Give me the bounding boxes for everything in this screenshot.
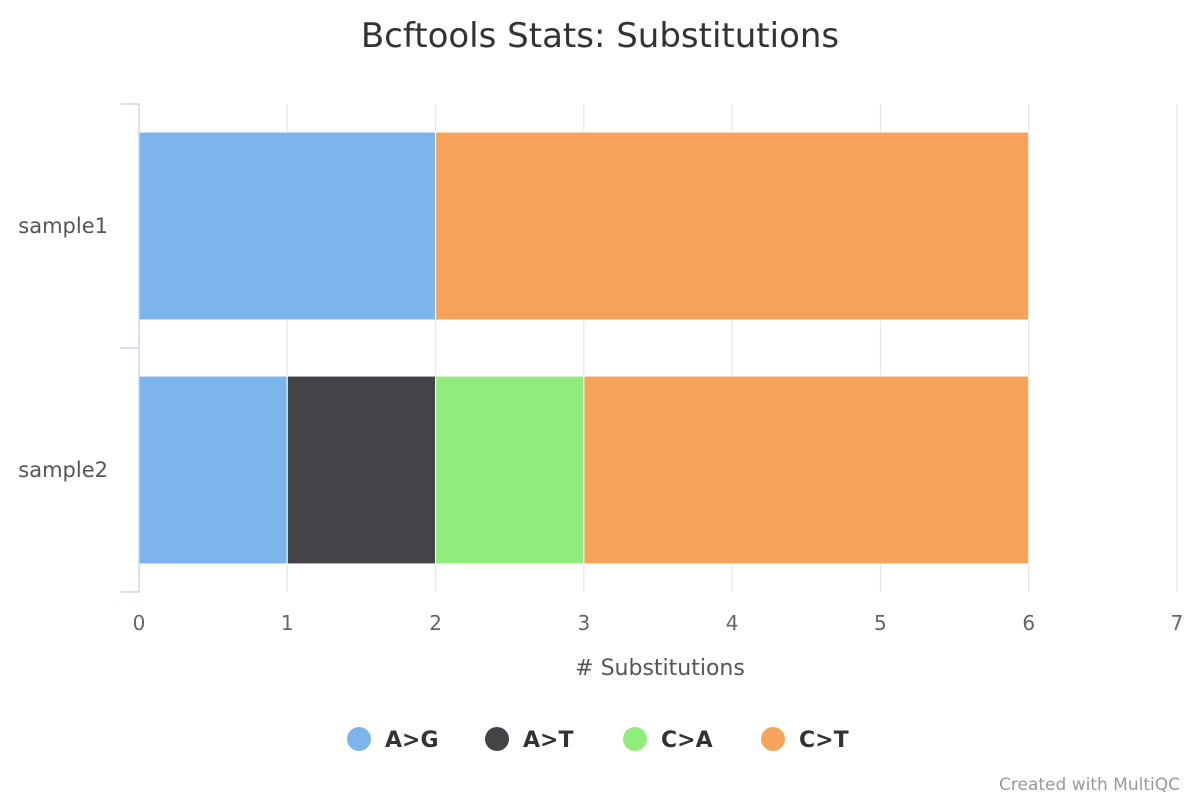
x-axis-title: # Substitutions [575, 656, 745, 681]
bar-segment-sample2-AtoT[interactable] [286, 375, 437, 565]
x-tick-label: 5 [874, 611, 887, 635]
bar-segment-sample1-AtoG[interactable] [138, 131, 437, 321]
x-tick-label: 1 [281, 611, 294, 635]
credit-text[interactable]: Created with MultiQC [999, 775, 1180, 795]
x-tick-label: 6 [1022, 611, 1035, 635]
legend-marker [347, 727, 371, 751]
x-tick-label: 2 [429, 611, 442, 635]
legend-marker [623, 727, 647, 751]
legend-item-AtoG[interactable]: A>G [347, 727, 439, 753]
legend-label: C>T [799, 728, 849, 753]
bars [138, 131, 1030, 565]
bar-segment-sample2-AtoG[interactable] [138, 375, 288, 565]
x-tick-label: 7 [1171, 611, 1184, 635]
legend: A>G A>T C>A C>T [347, 727, 849, 753]
chart-title: Bcftools Stats: Substitutions [361, 16, 839, 56]
legend-item-AtoT[interactable]: A>T [485, 727, 573, 753]
legend-item-CtoA[interactable]: C>A [623, 727, 713, 753]
legend-marker [761, 727, 785, 751]
axes: 0 1 2 3 4 5 6 7 sample1 sample2 [18, 103, 1184, 635]
bar-segment-sample2-CtoT[interactable] [583, 375, 1030, 565]
legend-label: C>A [661, 728, 713, 753]
bar-segment-sample2-CtoA[interactable] [435, 375, 585, 565]
category-label: sample1 [18, 214, 108, 238]
legend-marker [485, 727, 509, 751]
bar-segment-sample1-CtoT[interactable] [435, 131, 1030, 321]
legend-item-CtoT[interactable]: C>T [761, 727, 849, 753]
category-label: sample2 [18, 458, 108, 482]
x-tick-label: 3 [577, 611, 590, 635]
legend-label: A>G [385, 728, 439, 753]
legend-label: A>T [523, 728, 573, 753]
x-tick-label: 4 [726, 611, 739, 635]
x-tick-label: 0 [133, 611, 146, 635]
